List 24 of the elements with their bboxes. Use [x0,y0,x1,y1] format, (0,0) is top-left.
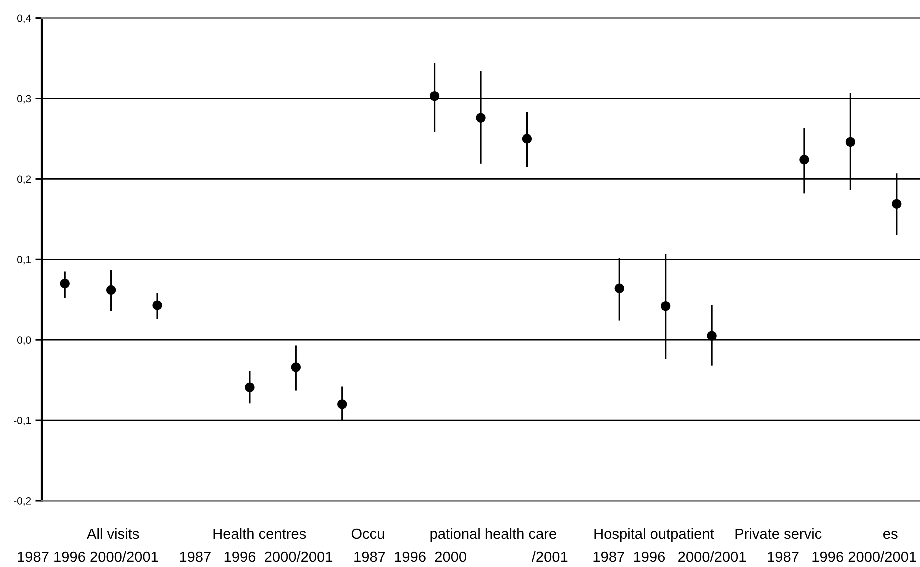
point [800,155,810,165]
point [707,331,717,341]
text: 1987 1996 2000/2001 1987 1996 2000/2001 1987 1996 2000 /2001 1987 1996 2000/2001 1987 1996 2000/2001 [18,551,916,562]
point [522,134,532,144]
y-tick-label: 0,3 [18,95,32,104]
point [661,302,671,312]
y-tick-label: 0,1 [18,256,32,265]
point [106,285,116,296]
point [291,362,301,372]
point [245,382,255,392]
y-tick-label: 0,4 [18,14,32,24]
point [60,278,70,289]
y-tick-label: 0,2 [18,176,32,184]
text: All visits Health centres Occu pational health care Hospital outpatient Private servic es [87,528,898,542]
point [614,284,624,294]
point [152,300,162,310]
y-tick-label: 0,0 [18,336,32,346]
y-tick-label: -0,1 [14,417,32,426]
y-tick-label: -0,2 [14,498,32,506]
point [892,199,902,209]
point [430,92,440,102]
point [476,113,486,123]
point [338,400,348,410]
point [846,137,856,148]
